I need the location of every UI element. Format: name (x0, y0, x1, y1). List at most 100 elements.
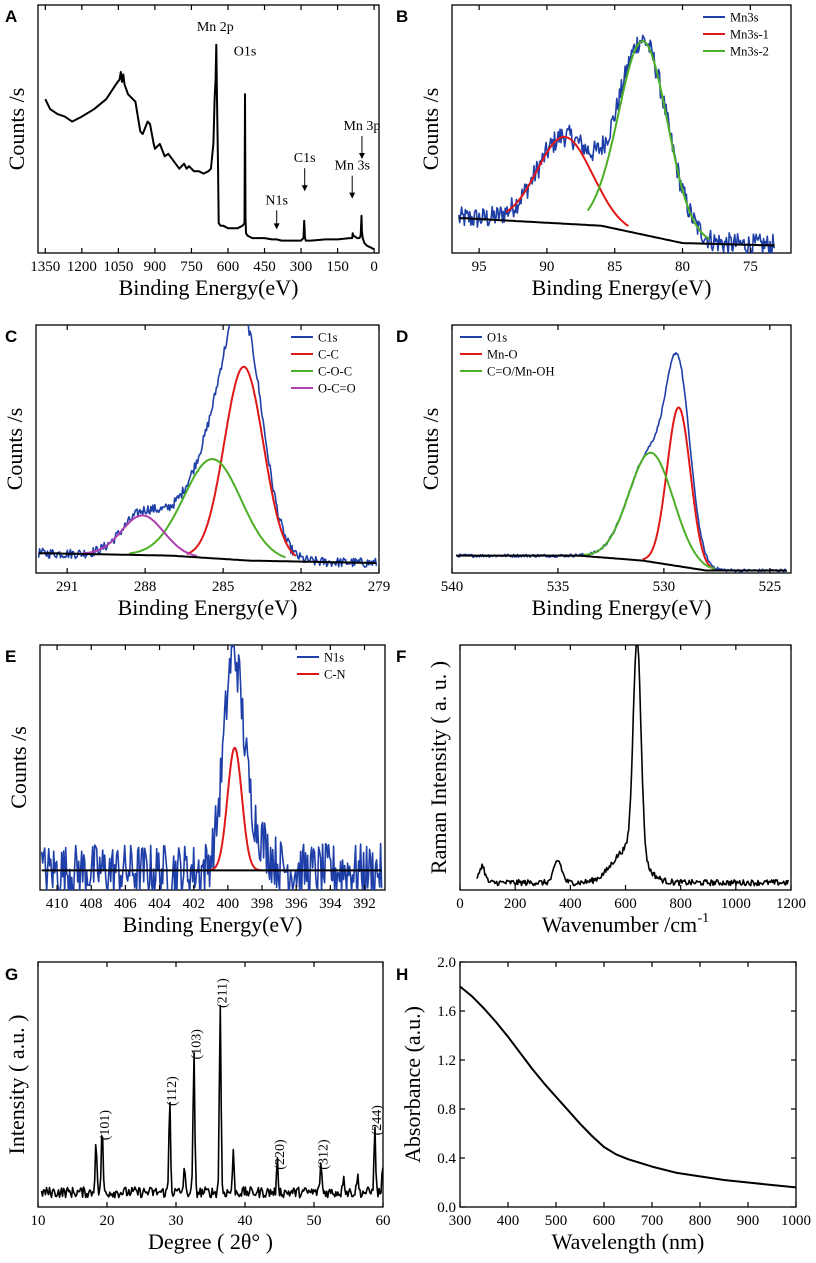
series-mn-o-line (642, 406, 716, 571)
x-tick-label: 530 (653, 579, 676, 595)
x-tick-label: 600 (593, 1213, 616, 1229)
series-o1s-line (455, 352, 788, 573)
annotation-mn-2p: Mn 2p (197, 20, 234, 35)
panel-e: E 410 408 406 404 402 400 398 396 394 392 Binding E… (5, 644, 386, 937)
x-tick-label: 800 (669, 896, 692, 912)
plot-area (458, 34, 776, 253)
annotation--101-: (101) (98, 1110, 113, 1141)
x-tick-label: 900 (144, 259, 167, 275)
legend-label: C1s (318, 331, 338, 345)
x-tick-label: 1200 (776, 896, 806, 912)
panel-h: H 300 400 500 600 700 800 900 1000 0.0 0.4 0.8 1.2 1.… (396, 955, 811, 1254)
panel-label: C (5, 327, 17, 346)
legend-label: O-C=O (318, 382, 356, 396)
series-survey-line (44, 43, 375, 251)
annotation--220-: (220) (273, 1139, 288, 1170)
plot-area (460, 985, 796, 1189)
y-axis-label: Raman Intensity ( a. u. ) (426, 661, 451, 874)
legend-label: Mn3s-1 (730, 28, 769, 42)
series-c1s-line (37, 325, 378, 568)
panel-f: F 0 200 400 600 800 1000 1200 Wavenumber /cm -1 Ra… (396, 644, 806, 937)
x-tick-label: 410 (46, 896, 69, 912)
x-tick-label: 406 (114, 896, 137, 912)
x-tick-label: 535 (547, 579, 570, 595)
x-tick-label: 404 (148, 896, 171, 912)
y-tick-label: 0.4 (437, 1151, 456, 1167)
x-tick-label: 1000 (721, 896, 751, 912)
panel-label: D (396, 327, 408, 346)
x-axis-label: Wavenumber /cm (542, 912, 697, 937)
series-o-c-o-line (82, 514, 198, 557)
y-tick-label: 0.8 (437, 1102, 456, 1118)
annotation-o1s: O1s (234, 45, 257, 60)
plot-frame (37, 961, 384, 1208)
x-tick-label: 60 (376, 1213, 391, 1229)
x-tick-label: 50 (307, 1213, 322, 1229)
annotation--103-: (103) (189, 1029, 204, 1060)
y-tick-label: 1.6 (437, 1004, 456, 1020)
y-axis-label: Counts /s (418, 408, 443, 491)
panel-label: B (396, 7, 408, 26)
series-background-line (38, 552, 377, 564)
x-tick-label: 0 (456, 896, 464, 912)
x-tick-label: 400 (217, 896, 240, 912)
y-tick-label: 1.2 (437, 1053, 456, 1069)
annotation-mn-3p: Mn 3p (343, 119, 380, 134)
y-axis-label: Counts /s (6, 726, 31, 809)
x-axis-label: Binding Energy(eV) (118, 595, 298, 620)
x-tick-label: 1350 (30, 259, 60, 275)
y-tick-label: 0.0 (437, 1200, 456, 1216)
series-absorbance-line (460, 985, 796, 1189)
panel-label: H (396, 965, 408, 984)
series-xrd-line (40, 1004, 383, 1199)
legend-label: O1s (487, 331, 507, 345)
legend-label: Mn3s (730, 11, 759, 25)
x-axis-label-superscript: -1 (698, 911, 710, 926)
series-c-c-line (186, 365, 297, 557)
plot-frame (39, 644, 386, 891)
x-tick-label: 400 (559, 896, 582, 912)
x-tick-label: 600 (217, 259, 240, 275)
x-tick-label: 30 (169, 1213, 184, 1229)
x-tick-label: 600 (614, 896, 637, 912)
plot-area (44, 43, 375, 251)
x-tick-label: 1000 (781, 1213, 811, 1229)
x-tick-label: 394 (319, 896, 342, 912)
legend-label: Mn3s-2 (730, 45, 769, 59)
x-tick-label: 285 (212, 579, 235, 595)
annotation--312-: (312) (316, 1139, 331, 1170)
plot-frame (451, 324, 792, 574)
plot-frame (37, 4, 380, 254)
x-tick-label: 291 (56, 579, 79, 595)
x-tick-label: 0 (370, 259, 378, 275)
panel-label: F (396, 647, 406, 666)
x-tick-label: 10 (31, 1213, 46, 1229)
y-axis-label: Intensity ( a.u. ) (4, 1015, 29, 1155)
annotation-mn-3s: Mn 3s (335, 159, 370, 174)
series-mn3s-1-line (505, 135, 629, 227)
x-tick-label: 396 (285, 896, 308, 912)
x-tick-label: 408 (80, 896, 103, 912)
x-tick-label: 800 (689, 1213, 712, 1229)
plot-frame (451, 4, 792, 254)
x-axis-label: Binding Energy(eV) (123, 912, 303, 937)
legend-label: C-N (324, 668, 346, 682)
series-c-o-mn-oh-line (583, 451, 715, 570)
panel-b: B 95 90 85 80 75 Binding Energy(eV) Counts /s Mn… (396, 4, 792, 300)
y-axis-label: Counts /s (418, 88, 443, 171)
x-tick-label: 398 (251, 896, 274, 912)
x-tick-label: 402 (182, 896, 205, 912)
x-tick-label: 20 (100, 1213, 115, 1229)
x-axis-label: Binding Energy(eV) (532, 275, 712, 300)
plot-area (37, 325, 378, 568)
annotation--211-: (211) (216, 978, 231, 1008)
plot-frame (459, 644, 792, 891)
legend-label: N1s (324, 651, 344, 665)
annotation-arrowhead (301, 185, 308, 192)
y-axis-label: Counts /s (2, 408, 27, 491)
plot-frame (459, 961, 797, 1208)
panel-label: E (5, 647, 16, 666)
x-tick-label: 150 (326, 259, 349, 275)
x-tick-label: 300 (449, 1213, 472, 1229)
x-axis-label: Wavelength (nm) (552, 1229, 705, 1254)
